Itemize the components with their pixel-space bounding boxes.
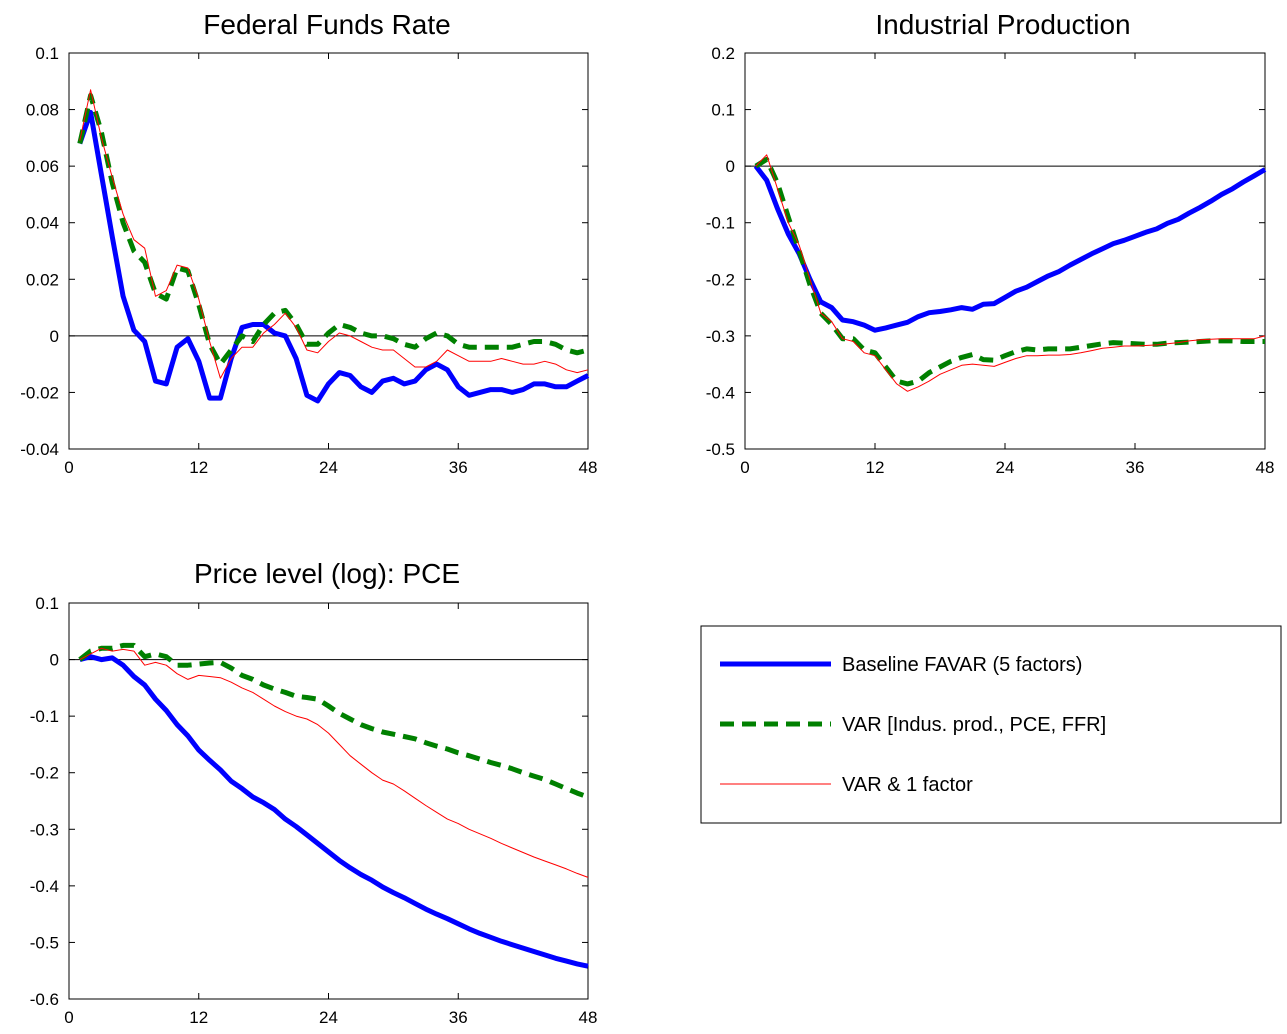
panel-industrial-production: Industrial Production 0 12 24 36 48 -0.5 -0.4 -…	[706, 9, 1275, 477]
series-line-var	[77, 92, 589, 367]
y-tick-label: -0.04	[20, 440, 59, 459]
series-line-var-1-factor	[79, 647, 589, 878]
y-tick-label: 0	[726, 157, 735, 176]
y-tick-label: -0.4	[30, 877, 59, 896]
y-tick-label: 0	[50, 327, 59, 346]
series-line-var	[754, 156, 1265, 387]
y-tick-label: 0	[50, 651, 59, 670]
x-tick-label: 48	[579, 1008, 598, 1027]
y-tick-label: -0.1	[30, 707, 59, 726]
panel-price-level-pce: Price level (log): PCE 0 12 24 36 48 -0.6 -0.5…	[30, 558, 598, 1027]
legend-label-var-1-factor: VAR & 1 factor	[842, 774, 973, 796]
series-line-var-1-factor	[755, 154, 1266, 392]
legend-label-var: VAR [Indus. prod., PCE, FFR]	[842, 714, 1106, 736]
y-tick-label: -0.5	[30, 933, 59, 952]
panel-federal-funds-rate: Federal Funds Rate 0 12 24 36 48-0.04-0.0200…	[20, 9, 597, 477]
x-tick-label: 12	[189, 1008, 208, 1027]
series-line-var	[78, 642, 589, 800]
y-tick-label: -0.1	[706, 214, 735, 233]
y-tick-label: 0.1	[35, 44, 59, 63]
series-line-baseline	[77, 109, 590, 404]
y-tick-label: -0.3	[30, 820, 59, 839]
y-tick-label: -0.6	[30, 990, 59, 1009]
y-tick-label: 0.1	[35, 594, 59, 613]
series-line-baseline	[79, 654, 589, 969]
plot-area: 0 12 24 36 48 -0.5 -0.4 -0.3 -0.2 -0.1 0 0.1 0.2	[706, 44, 1275, 477]
y-tick-label: -0.3	[706, 327, 735, 346]
axes-frame	[744, 52, 1266, 450]
legend-label-baseline: Baseline FAVAR (5 factors)	[842, 654, 1082, 676]
y-tick-label: 0.2	[711, 44, 735, 63]
series-line-baseline	[753, 164, 1267, 333]
chart-title: Industrial Production	[875, 9, 1130, 40]
x-tick-label: 24	[319, 458, 338, 477]
y-tick-label: -0.2	[30, 764, 59, 783]
y-tick-label: 0.04	[26, 214, 59, 233]
x-tick-label: 36	[449, 1008, 468, 1027]
x-tick-label: 12	[189, 458, 208, 477]
y-tick-label: 0.02	[26, 270, 59, 289]
x-tick-label: 36	[449, 458, 468, 477]
axes-frame	[68, 602, 589, 1000]
x-tick-label: 36	[1126, 458, 1145, 477]
x-tick-label: 24	[319, 1008, 338, 1027]
y-tick-label: 0.1	[711, 101, 735, 120]
chart-title: Federal Funds Rate	[203, 9, 450, 40]
x-tick-label: 0	[64, 458, 73, 477]
y-tick-label: -0.02	[20, 383, 59, 402]
y-tick-label: 0.08	[26, 101, 59, 120]
series-line-var-1-factor	[79, 89, 589, 379]
x-tick-label: 24	[996, 458, 1015, 477]
x-tick-label: 12	[866, 458, 885, 477]
y-tick-label: -0.4	[706, 383, 735, 402]
y-tick-label: -0.2	[706, 270, 735, 289]
plot-area: 0 12 24 36 48 -0.6 -0.5 -0.4 -0.3 -0.2 -0.1 0 0.1	[30, 594, 598, 1027]
x-tick-label: 0	[64, 1008, 73, 1027]
plot-area: 0 12 24 36 48 -0.04 -0.02 0 0.02 0.04 0.06 0.08 0.1	[20, 44, 597, 477]
legend: Baseline FAVAR (5 factors) VAR [Indus. p…	[700, 625, 1282, 824]
chart-title: Price level (log): PCE	[194, 558, 460, 589]
x-tick-label: 0	[740, 458, 749, 477]
x-tick-label: 48	[579, 458, 598, 477]
x-tick-label: 48	[1256, 458, 1275, 477]
y-tick-label: 0.06	[26, 157, 59, 176]
y-tick-label: -0.5	[706, 440, 735, 459]
